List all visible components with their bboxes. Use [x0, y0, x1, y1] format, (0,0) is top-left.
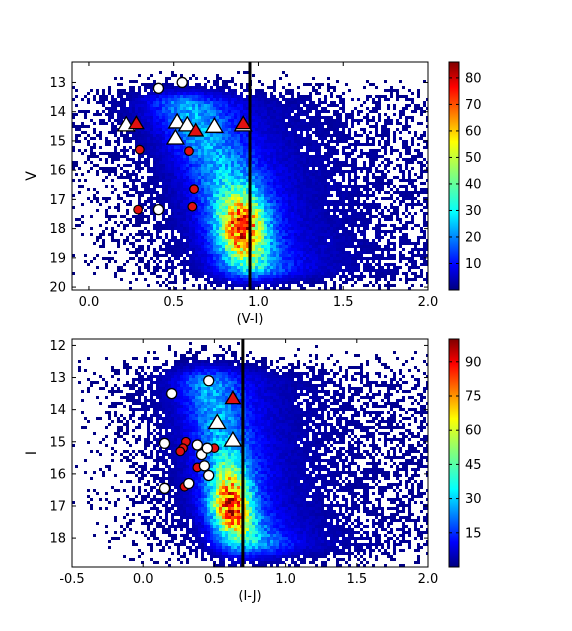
- red-circle-marker: [175, 446, 186, 457]
- red-circle-marker: [189, 184, 199, 195]
- colorbar-tick-label: 45: [465, 458, 482, 473]
- white-circle-marker: [158, 437, 171, 450]
- white-circle-marker: [198, 460, 211, 472]
- y-tick-label: 12: [49, 339, 66, 354]
- y-tick-label: 17: [49, 499, 66, 514]
- white-triangle-marker: [165, 128, 185, 145]
- red-circle-marker: [184, 146, 194, 157]
- y-axis-label: V: [24, 171, 40, 181]
- white-circle-marker: [176, 76, 188, 89]
- y-tick-label: 15: [49, 134, 66, 149]
- top-panel: 0.0 0.5 1.0 1.5 2.0 13 14 15 16 17 18 19 20 (V-I) V 10 2…: [24, 61, 482, 327]
- density-heatmap: [72, 342, 428, 567]
- y-tick-label: 20: [49, 281, 66, 296]
- x-tick-label: 1.5: [346, 572, 367, 587]
- colorbar-tick-label: 15: [465, 526, 482, 541]
- y-tick-label: 17: [49, 193, 66, 208]
- y-tick-label: 19: [49, 251, 66, 266]
- bottom-panel: -0.5 0.0 0.5 1.0 1.5 2.0 12 13 14 15 16 17 18 (I-J) I 1…: [24, 338, 482, 604]
- white-circle-marker: [152, 203, 165, 216]
- red-circle-marker: [187, 201, 198, 212]
- y-axis-label: I: [24, 451, 40, 455]
- x-tick-label: 0.5: [204, 572, 225, 587]
- colorbar-tick-label: 60: [465, 124, 482, 139]
- white-circle-marker: [158, 482, 171, 494]
- colorbar-tick-label: 80: [465, 71, 482, 86]
- y-tick-label: 13: [49, 371, 66, 386]
- y-tick-label: 16: [49, 467, 66, 482]
- colorbar-tick-label: 20: [465, 230, 482, 245]
- red-circle-marker: [133, 204, 144, 215]
- white-triangle-marker: [204, 117, 224, 133]
- red-triangle-marker: [224, 390, 242, 405]
- x-tick-label: 0.5: [163, 295, 184, 310]
- colorbar-tick-label: 70: [465, 98, 482, 113]
- x-tick-label: 1.5: [333, 295, 354, 310]
- x-tick-label: 2.0: [418, 572, 439, 587]
- white-circle-marker: [191, 439, 203, 451]
- colorbar-tick-label: 75: [465, 390, 482, 405]
- red-triangle-marker: [187, 122, 205, 137]
- x-axis-label: (V-I): [237, 312, 264, 327]
- y-tick-label: 18: [49, 222, 66, 237]
- y-tick-label: 16: [49, 164, 66, 179]
- white-circle-marker: [166, 387, 178, 400]
- white-circle-marker: [201, 442, 213, 454]
- y-tick-label: 14: [49, 105, 66, 120]
- colorbar-tick-label: 90: [465, 355, 482, 370]
- y-tick-label: 15: [49, 435, 66, 450]
- x-tick-label: 0.0: [79, 295, 100, 310]
- colorbar-tick-label: 40: [465, 177, 482, 192]
- red-triangle-marker: [234, 115, 252, 130]
- y-tick-label: 18: [49, 532, 66, 547]
- colorbar: [448, 338, 460, 568]
- x-tick-label: 1.0: [248, 295, 269, 310]
- white-circle-marker: [152, 82, 165, 94]
- white-circle-marker: [203, 375, 215, 387]
- plot-frame: [71, 338, 429, 568]
- colorbar-tick-label: 60: [465, 424, 482, 439]
- white-circle-marker: [203, 469, 215, 482]
- red-circle-marker: [134, 144, 145, 155]
- y-tick-label: 14: [49, 403, 66, 418]
- y-tick-label: 13: [49, 76, 66, 91]
- colorbar-tick-label: 30: [465, 204, 482, 219]
- x-tick-label: 1.0: [275, 572, 296, 587]
- x-axis-label: (I-J): [238, 589, 261, 604]
- x-tick-label: 0.0: [133, 572, 154, 587]
- white-triangle-marker: [177, 115, 197, 132]
- white-triangle-marker: [223, 430, 243, 447]
- white-circle-marker: [183, 477, 195, 490]
- colorbar-tick-label: 10: [465, 257, 482, 272]
- x-tick-label: 2.0: [418, 295, 439, 310]
- white-triangle-marker: [167, 112, 187, 129]
- red-triangle-marker: [127, 115, 145, 130]
- colorbar-tick-label: 30: [465, 492, 482, 507]
- x-tick-label: -0.5: [59, 572, 84, 587]
- white-triangle-marker: [207, 413, 227, 430]
- density-heatmap: [72, 71, 428, 290]
- colorbar-tick-label: 50: [465, 151, 482, 166]
- colorbar: [448, 61, 460, 291]
